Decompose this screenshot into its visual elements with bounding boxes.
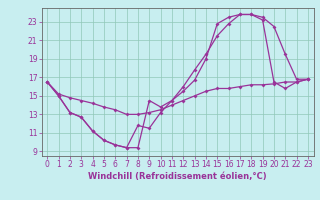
X-axis label: Windchill (Refroidissement éolien,°C): Windchill (Refroidissement éolien,°C) xyxy=(88,172,267,181)
